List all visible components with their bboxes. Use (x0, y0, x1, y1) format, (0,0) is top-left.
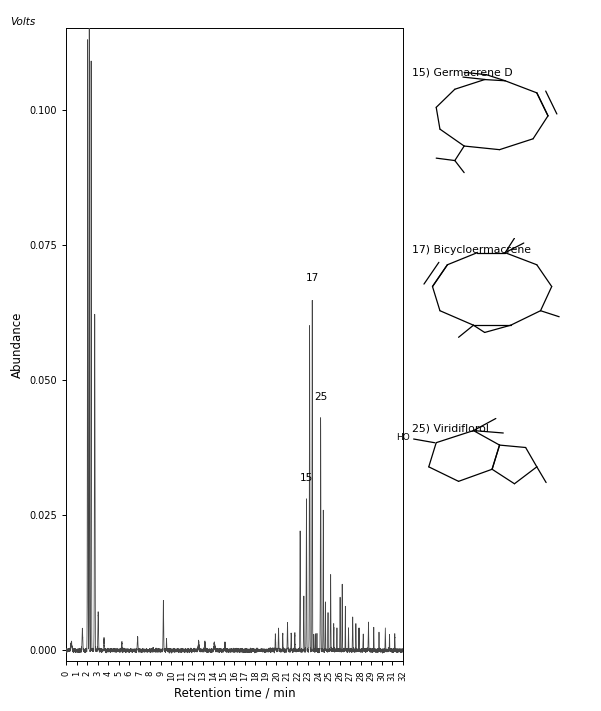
Text: 25) Viridiflorol: 25) Viridiflorol (412, 423, 489, 433)
Text: 17: 17 (305, 272, 319, 283)
Y-axis label: Abundance: Abundance (11, 311, 24, 378)
Text: Volts: Volts (11, 17, 36, 27)
Text: 17) Bicycloermacrene: 17) Bicycloermacrene (412, 245, 531, 255)
Text: HO: HO (397, 433, 410, 442)
Text: 15) Germacrene D: 15) Germacrene D (412, 68, 512, 77)
Text: 25: 25 (314, 392, 328, 402)
X-axis label: Retention time / min: Retention time / min (174, 686, 295, 700)
Text: 15: 15 (300, 473, 313, 483)
